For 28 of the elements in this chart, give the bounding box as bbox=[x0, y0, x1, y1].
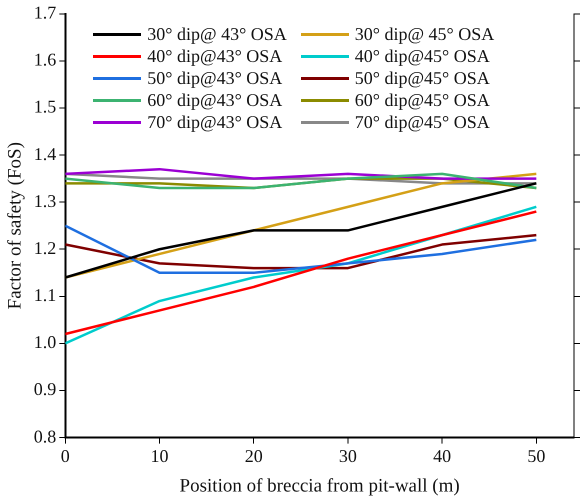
y-tick-label: 0.8 bbox=[34, 426, 56, 446]
legend-label: 50° dip@43° OSA bbox=[147, 68, 282, 89]
y-axis-title: Factor of safety (FoS) bbox=[4, 142, 26, 310]
legend-label: 50° dip@45° OSA bbox=[354, 68, 490, 89]
y-tick-label: 1.4 bbox=[34, 144, 56, 164]
legend-label: 70° dip@43° OSA bbox=[147, 112, 282, 133]
legend-label: 30° dip@ 45° OSA bbox=[354, 24, 494, 45]
y-tick-label: 1.6 bbox=[34, 50, 56, 70]
x-tick-label: 30 bbox=[338, 446, 357, 466]
legend-label: 40° dip@45° OSA bbox=[354, 46, 490, 67]
y-tick-label: 1.3 bbox=[34, 190, 56, 211]
y-tick-label: 0.9 bbox=[34, 379, 56, 400]
legend-label: 40° dip@43° OSA bbox=[147, 46, 282, 67]
x-tick-label: 20 bbox=[244, 446, 263, 466]
x-tick-label: 0 bbox=[60, 446, 70, 466]
legend-label: 60° dip@43° OSA bbox=[147, 90, 282, 111]
legend-label: 60° dip@45° OSA bbox=[354, 90, 490, 111]
legend-label: 30° dip@ 43° OSA bbox=[147, 24, 287, 45]
x-tick-label: 50 bbox=[527, 446, 546, 466]
legend-label: 70° dip@45° OSA bbox=[354, 112, 490, 133]
y-tick-label: 1.5 bbox=[34, 96, 56, 117]
y-tick-label: 1.0 bbox=[34, 332, 56, 352]
y-tick-label: 1.7 bbox=[34, 2, 56, 23]
y-tick-label: 1.2 bbox=[34, 238, 56, 258]
x-tick-label: 10 bbox=[150, 446, 169, 466]
y-tick-label: 1.1 bbox=[34, 285, 56, 306]
x-tick-label: 40 bbox=[433, 446, 452, 466]
x-axis-title: Position of breccia from pit-wall (m) bbox=[180, 476, 460, 497]
